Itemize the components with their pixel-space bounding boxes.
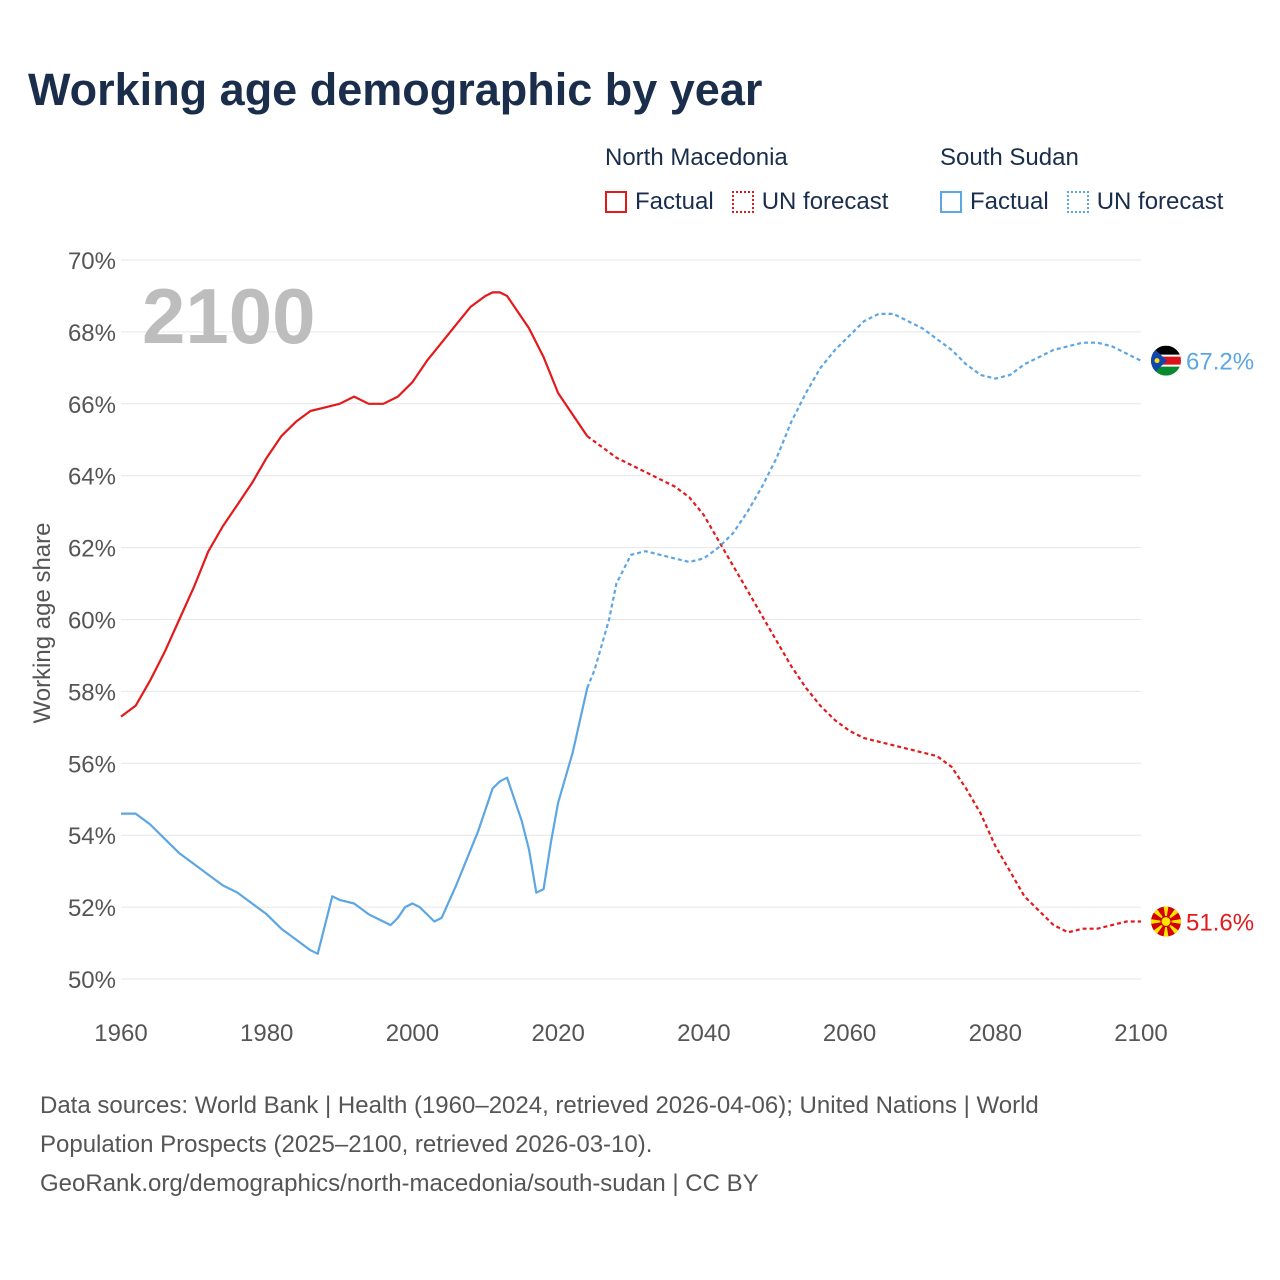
y-axis-ticks: 50% 52% 54% 56% 58% 60% 62% 64% 66% 68% 70% (68, 248, 116, 994)
x-tick-label: 2080 (969, 1020, 1022, 1047)
legend-entry-factual[interactable]: Factual (605, 188, 714, 216)
x-tick-label: 2040 (677, 1020, 730, 1047)
legend-factual-label: Factual (970, 188, 1049, 215)
footer-line: Population Prospects (2025–2100, retriev… (40, 1131, 653, 1158)
y-tick-label: 56% (68, 751, 116, 778)
forecast-swatch-icon (1066, 191, 1089, 213)
x-axis-ticks: 1960 1980 2000 2020 2040 2060 2080 2100 (94, 1020, 1167, 1047)
x-tick-label: 2100 (1114, 1020, 1167, 1047)
y-tick-label: 54% (68, 823, 116, 850)
legend-forecast-label: UN forecast (761, 188, 889, 215)
footer-line: Data sources: World Bank | Health (1960–… (40, 1092, 1039, 1119)
end-markers: 51.6% 67.2% (1151, 345, 1254, 937)
y-tick-label: 60% (68, 608, 116, 635)
series-line-factual[interactable] (121, 687, 589, 955)
legend-group-south-sudan: South Sudan Factual UN forecast (940, 144, 1223, 216)
legend-entry-forecast[interactable]: UN forecast (1066, 188, 1224, 216)
y-axis-label: Working age share (29, 523, 56, 724)
x-tick-label: 2060 (823, 1020, 876, 1047)
legend-group-north-macedonia: North Macedonia Factual UN forecast (605, 144, 888, 216)
factual-swatch-icon (605, 191, 627, 213)
legend-country-name: North Macedonia (605, 144, 788, 171)
y-tick-label: 64% (68, 464, 116, 491)
x-tick-label: 1980 (240, 1020, 293, 1047)
north-macedonia-flag-icon (1151, 906, 1181, 937)
legend-forecast-label: UN forecast (1096, 188, 1224, 215)
x-tick-label: 2000 (386, 1020, 439, 1047)
line-chart: 50%52%54%56%58%60%62%64%66%68%70% 1960 19… (29, 248, 1254, 1047)
y-tick-label: 68% (68, 320, 116, 347)
series-lines (120, 291, 1142, 955)
series-line-factual[interactable] (120, 291, 589, 718)
x-tick-label: 2020 (531, 1020, 584, 1047)
legend-factual-label: Factual (635, 188, 714, 215)
year-watermark: 2100 (142, 272, 316, 360)
gridlines (121, 259, 1141, 980)
series-end-value-label: 51.6% (1186, 909, 1254, 936)
series-end-value-label: 67.2% (1186, 349, 1254, 376)
y-tick-label: 62% (68, 536, 116, 563)
forecast-swatch-icon (731, 191, 754, 213)
factual-swatch-icon (940, 191, 962, 213)
y-tick-label: 50% (68, 967, 116, 994)
legend-country-name: South Sudan (940, 144, 1079, 171)
chart-title: Working age demographic by year (28, 64, 763, 115)
y-tick-label: 66% (68, 392, 116, 419)
footer-sources: Data sources: World Bank | Health (1960–… (40, 1086, 1230, 1203)
legend-entry-forecast[interactable]: UN forecast (731, 188, 889, 216)
y-tick-label: 52% (68, 895, 116, 922)
series-line-forecast[interactable] (586, 312, 1142, 689)
y-tick-label: 58% (68, 679, 116, 706)
y-tick-label: 70% (68, 248, 116, 275)
south-sudan-flag-icon (1151, 345, 1181, 376)
footer-line[interactable]: GeoRank.org/demographics/north-macedonia… (40, 1170, 759, 1197)
legend-entry-factual[interactable]: Factual (940, 188, 1049, 216)
series-line-forecast[interactable] (586, 435, 1141, 934)
x-tick-label: 1960 (94, 1020, 147, 1047)
